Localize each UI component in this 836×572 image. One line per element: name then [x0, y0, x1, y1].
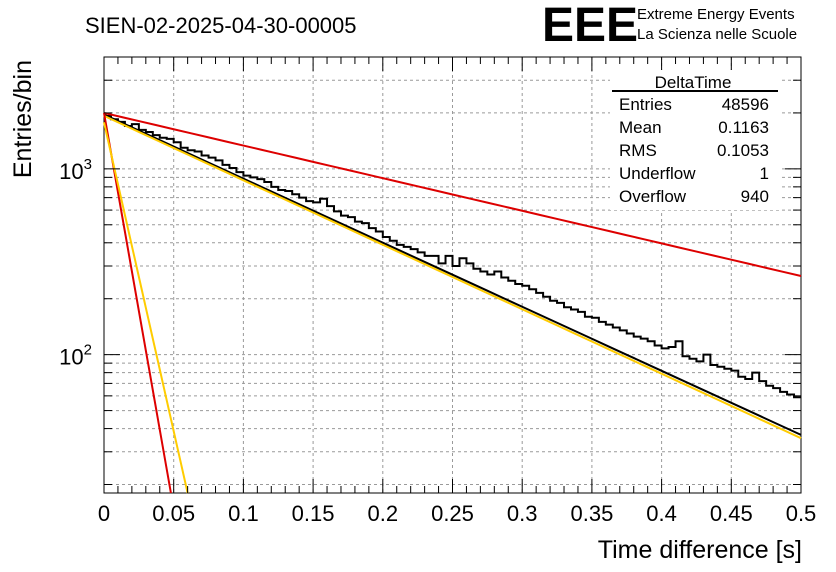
x-tick-label: 0 — [98, 501, 110, 526]
x-tick-label: 0.4 — [646, 501, 677, 526]
eee-logo-line1: Extreme Energy Events — [637, 6, 795, 23]
y-tick-label: 103 — [59, 156, 92, 184]
eee-logo-line2: La Scienza nelle Scuole — [637, 26, 797, 43]
stats-value: 48596 — [722, 95, 769, 114]
series-orange-fit — [103, 114, 802, 440]
stats-value: 0.1163 — [718, 118, 769, 137]
eee-logo: EEE Extreme Energy Events La Scienza nel… — [542, 0, 797, 52]
series-red-slow — [103, 111, 802, 277]
stats-title: DeltaTime — [655, 73, 732, 92]
stats-label: Underflow — [619, 164, 696, 183]
fit-lines-layer — [103, 111, 802, 494]
stats-box-background — [610, 70, 780, 210]
x-tick-label: 0.3 — [507, 501, 538, 526]
stats-label: Mean — [619, 118, 662, 137]
series-orange-fast — [103, 122, 189, 494]
x-tick-label: 0.15 — [292, 501, 335, 526]
series-black-fit — [103, 113, 802, 436]
stats-label: Entries — [619, 95, 672, 114]
eee-logo-text: EEE — [542, 0, 638, 52]
x-tick-label: 0.05 — [152, 501, 195, 526]
stats-rows: Entries 48596 Mean 0.1163 RMS 0.1053 Underflow… — [619, 95, 769, 206]
run-title: SIEN-02-2025-04-30-00005 — [85, 13, 357, 38]
stats-value: 0.1053 — [717, 141, 769, 160]
stats-value: 940 — [741, 187, 769, 206]
y-axis-label: Entries/bin — [9, 60, 37, 178]
x-tick-label: 0.5 — [786, 501, 817, 526]
axes: 0 0.05 0.1 0.15 0.2 0.25 0.3 0.35 0.4 0.45 0.5 102 1… — [59, 57, 816, 526]
x-axis-label: Time difference [s] — [598, 536, 802, 564]
y-tick-label: 102 — [59, 342, 92, 370]
x-tick-label: 0.35 — [570, 501, 613, 526]
histogram-layer — [104, 115, 801, 399]
stats-value: 1 — [760, 164, 769, 183]
x-tick-label: 0.45 — [710, 501, 753, 526]
histogram-deltatime — [104, 115, 801, 399]
x-tick-label: 0.2 — [368, 501, 399, 526]
x-tick-label: 0.1 — [228, 501, 259, 526]
stats-box: DeltaTime Entries 48596 Mean 0.1163 RMS 0.105… — [610, 70, 780, 210]
stats-label: Overflow — [619, 187, 687, 206]
stats-label: RMS — [619, 141, 657, 160]
x-tick-label: 0.25 — [431, 501, 474, 526]
